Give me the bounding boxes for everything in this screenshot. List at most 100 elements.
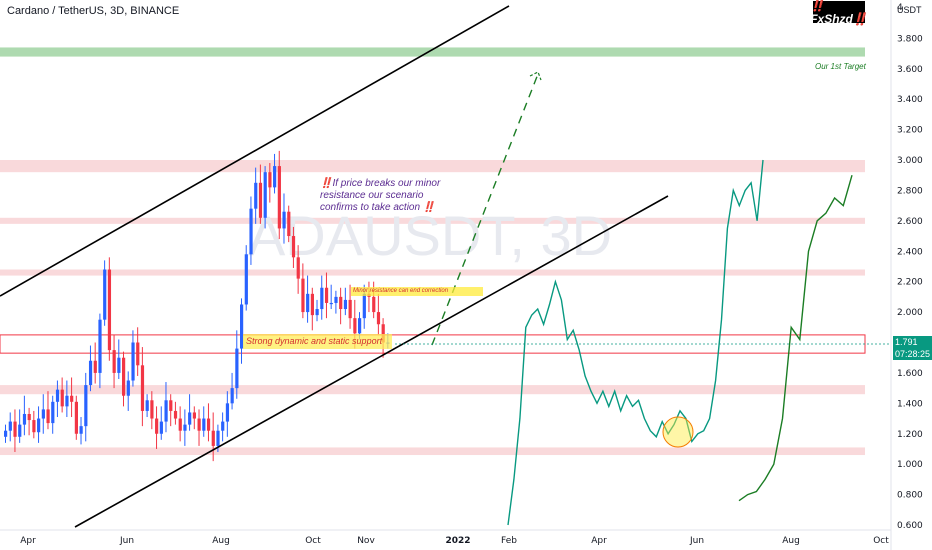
price-tick-label: 3.800 bbox=[897, 34, 923, 44]
time-tick-label: Jun bbox=[119, 536, 134, 546]
support-label: Strong dynamic and static support bbox=[243, 334, 392, 349]
candle-body bbox=[60, 389, 64, 407]
scenario-line-1: ‼️If price breaks our minor bbox=[320, 178, 441, 189]
candle-body bbox=[324, 287, 329, 303]
candle-body bbox=[22, 413, 27, 425]
zone-layer bbox=[0, 47, 866, 456]
projection-series-1 bbox=[507, 159, 764, 526]
candle-body bbox=[178, 418, 182, 431]
price-tick-label: 2.800 bbox=[897, 186, 923, 196]
target-label: Our 1st Target bbox=[815, 62, 866, 71]
candle-body bbox=[103, 269, 107, 320]
time-tick-label: Nov bbox=[357, 536, 375, 546]
candle-body bbox=[93, 360, 97, 373]
candle-body bbox=[136, 342, 140, 366]
brand-logo: ‼️FxShzd‼️ bbox=[810, 0, 868, 26]
price-tick-label: 3.000 bbox=[897, 156, 923, 166]
candle-body bbox=[277, 166, 281, 229]
price-zone bbox=[0, 385, 865, 395]
price-tick-label: 0.600 bbox=[897, 521, 923, 531]
price-zone bbox=[0, 160, 865, 173]
price-zone bbox=[0, 269, 865, 276]
scenario-note: ‼️If price breaks our minor resistance o… bbox=[320, 178, 440, 214]
candle-body bbox=[173, 410, 178, 419]
candle-body bbox=[169, 400, 173, 411]
time-tick-label: Apr bbox=[591, 536, 607, 546]
projection-layer bbox=[431, 71, 853, 526]
candle-body bbox=[112, 350, 116, 373]
price-tick-label: 2.000 bbox=[897, 308, 923, 318]
price-tick-label: 4 bbox=[897, 3, 903, 13]
brand-logo-text: ‼️FxShzd‼️ bbox=[810, 0, 868, 26]
candle-body bbox=[362, 293, 366, 319]
candle-body bbox=[282, 211, 286, 229]
price-tick-label: 0.800 bbox=[897, 491, 923, 501]
candle-body bbox=[381, 324, 385, 343]
price-tick-label: 1.000 bbox=[897, 460, 923, 470]
candle-body bbox=[376, 312, 381, 325]
candle-body bbox=[372, 296, 376, 313]
last-price-value: 1.791 bbox=[895, 337, 918, 347]
price-axis[interactable]: 0.6000.8001.0001.2001.4001.6001.8002.000… bbox=[395, 0, 923, 550]
time-tick-label: Oct bbox=[873, 536, 889, 546]
candle-body bbox=[287, 211, 291, 237]
candle-body bbox=[263, 172, 267, 218]
time-tick-label: Aug bbox=[782, 536, 800, 546]
candle-body bbox=[8, 421, 12, 431]
candle-body bbox=[202, 418, 206, 431]
candle-body bbox=[329, 302, 333, 305]
scenario-line-2: resistance our scenario bbox=[320, 190, 424, 201]
time-tick-label: Oct bbox=[305, 536, 321, 546]
chart-title: Cardano / TetherUS, 3D, BINANCE bbox=[7, 5, 180, 17]
candle-body bbox=[197, 418, 201, 431]
candle-body bbox=[150, 400, 154, 419]
price-zone bbox=[0, 217, 865, 224]
candle-body bbox=[268, 172, 272, 188]
candle-body bbox=[107, 269, 112, 351]
candle-body bbox=[192, 412, 196, 419]
channel-lower-line bbox=[74, 195, 669, 528]
last-price-tag: 1.791 07:28:25 bbox=[893, 336, 932, 360]
candle-body bbox=[131, 342, 135, 381]
candle-body bbox=[126, 380, 130, 396]
candle-body bbox=[225, 403, 230, 422]
candle-body bbox=[334, 296, 338, 303]
candle-body bbox=[244, 254, 248, 305]
price-tick-label: 3.200 bbox=[897, 126, 923, 136]
candle-body bbox=[258, 182, 263, 218]
candle-body bbox=[306, 293, 310, 313]
candle-body bbox=[41, 409, 45, 419]
candle-body bbox=[55, 389, 60, 402]
candle-body bbox=[310, 293, 314, 316]
candle-body bbox=[315, 309, 319, 316]
candle-body bbox=[291, 236, 296, 258]
candle-body bbox=[353, 318, 357, 334]
candle-body bbox=[51, 401, 55, 424]
candle-body bbox=[301, 278, 305, 313]
breakout-arrow bbox=[529, 71, 542, 81]
candle-body bbox=[13, 421, 17, 437]
time-tick-label: 2022 bbox=[445, 536, 470, 546]
candle-body bbox=[249, 208, 253, 255]
projection-series-2 bbox=[738, 175, 853, 502]
candle-body bbox=[188, 412, 192, 425]
candle-body bbox=[117, 357, 121, 373]
candle-body bbox=[32, 420, 36, 433]
time-axis[interactable]: Apr Jun Aug Oct Nov 2022 Feb Apr Jun Aug Oct bbox=[0, 529, 891, 546]
candle-body bbox=[296, 257, 300, 279]
channel-upper-line bbox=[0, 5, 510, 297]
price-tick-label: 1.600 bbox=[897, 369, 923, 379]
candle-body bbox=[18, 424, 22, 437]
time-tick-label: Aug bbox=[212, 536, 230, 546]
candle-body bbox=[70, 395, 74, 402]
breakout-projection bbox=[431, 73, 539, 346]
price-zone bbox=[0, 47, 865, 57]
candle-body bbox=[254, 182, 258, 209]
currency-label: USDT bbox=[897, 5, 922, 15]
price-tick-label: 2.600 bbox=[897, 217, 923, 227]
candle-body bbox=[159, 421, 163, 434]
price-tick-label: 2.200 bbox=[897, 278, 923, 288]
symbol-watermark: ADAUSDT, 3D bbox=[248, 204, 612, 267]
